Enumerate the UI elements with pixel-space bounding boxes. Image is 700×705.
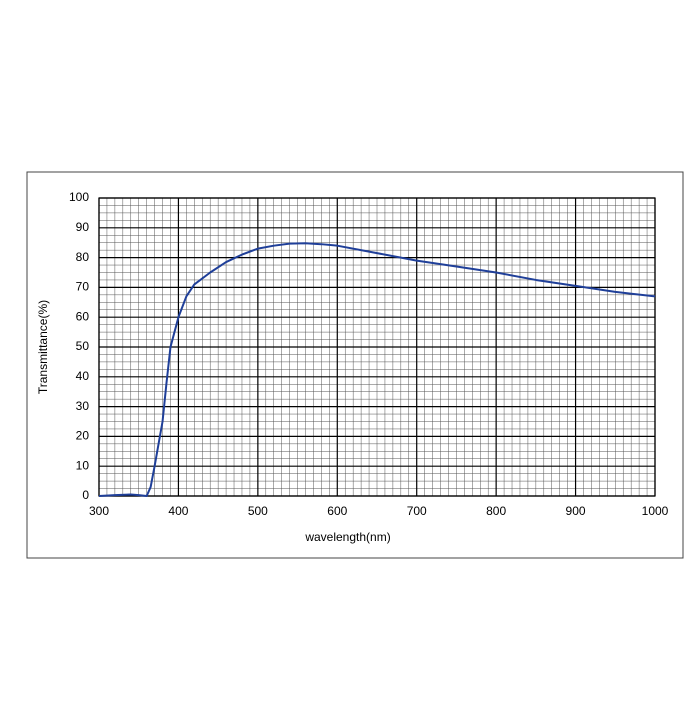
y-tick-label: 70 bbox=[76, 280, 90, 294]
x-tick-label: 300 bbox=[89, 504, 109, 518]
y-tick-label: 100 bbox=[69, 190, 89, 204]
y-tick-label: 90 bbox=[76, 220, 90, 234]
y-tick-label: 40 bbox=[76, 369, 90, 383]
y-tick-label: 0 bbox=[82, 488, 89, 502]
y-tick-label: 50 bbox=[76, 339, 90, 353]
y-tick-label: 30 bbox=[76, 399, 90, 413]
x-tick-label: 400 bbox=[168, 504, 188, 518]
data-line bbox=[98, 242, 656, 497]
y-tick-label: 60 bbox=[76, 309, 90, 323]
y-tick-label: 80 bbox=[76, 250, 90, 264]
plot-frame bbox=[98, 197, 656, 497]
y-tick-label: 10 bbox=[76, 458, 90, 472]
chart-frame bbox=[26, 171, 684, 559]
x-axis-label: wavelength(nm) bbox=[304, 530, 390, 544]
y-tick-label: 20 bbox=[76, 429, 90, 443]
x-tick-label: 800 bbox=[486, 504, 506, 518]
x-tick-label: 1000 bbox=[642, 504, 669, 518]
x-tick-label: 600 bbox=[327, 504, 347, 518]
x-tick-label: 500 bbox=[248, 504, 268, 518]
x-tick-label: 700 bbox=[407, 504, 427, 518]
y-axis-label: Transmittance(%) bbox=[36, 300, 50, 394]
x-tick-label: 900 bbox=[566, 504, 586, 518]
